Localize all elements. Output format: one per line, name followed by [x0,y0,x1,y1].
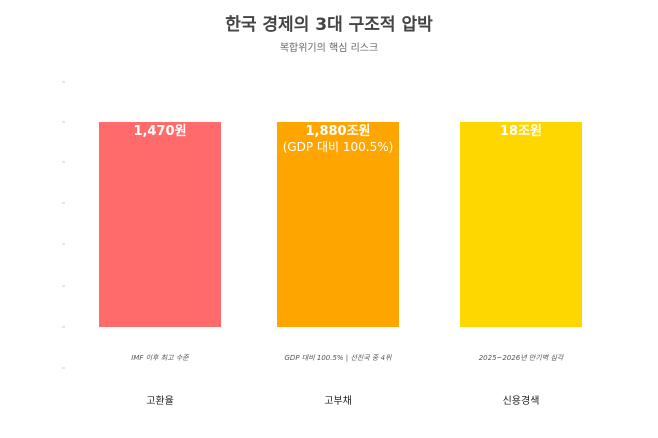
chart-subtitle: 복합위기의 핵심 리스크 [279,43,379,54]
bar-note: 2025~2026년 만기벽 심각 [479,354,565,362]
bar [277,122,399,327]
x-axis-label: 고환율 [146,395,174,407]
bar-note: GDP 대비 100.5% | 선진국 중 4위 [285,354,393,362]
bar [460,122,582,327]
bar-note: IMF 이후 최고 수준 [131,354,189,362]
x-axis-label: 신용경색 [503,394,540,407]
bar-value-label: 18조원 [500,124,542,139]
bar-value-label: 1,470원 [133,124,186,139]
bar [99,122,221,327]
bar-value-label: 1,880조원 [305,124,370,139]
bar-value-sublabel: (GDP 대비 100.5%) [283,140,394,154]
chart-title: 한국 경제의 3대 구조적 압박 [225,15,433,35]
x-axis-label: 고부채 [324,395,352,407]
